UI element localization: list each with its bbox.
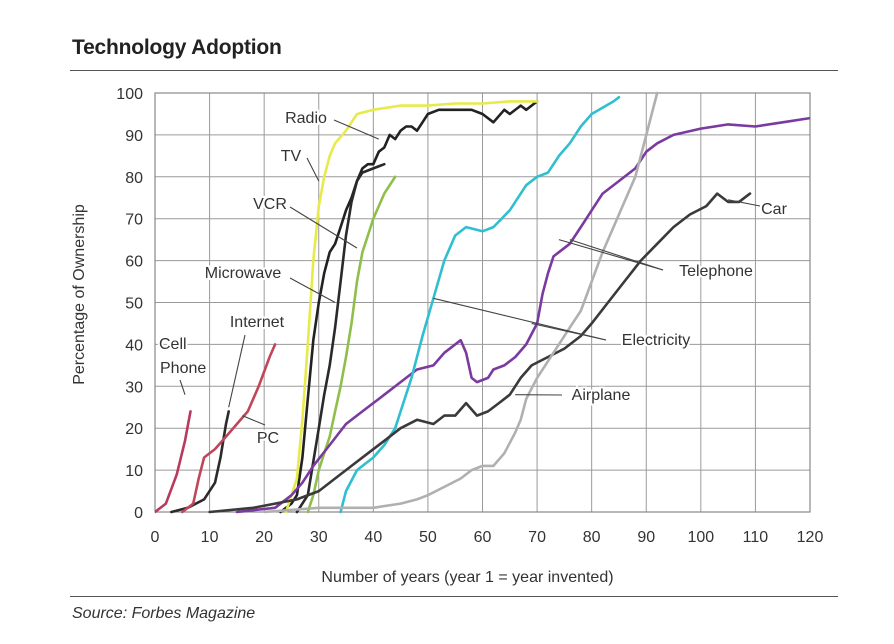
y-tick-label: 50 xyxy=(125,296,143,313)
series-lines xyxy=(155,91,810,514)
x-tick-label: 60 xyxy=(474,529,492,546)
y-tick-label: 80 xyxy=(125,170,143,187)
chart-title: Technology Adoption xyxy=(72,36,282,59)
y-tick-label: 30 xyxy=(125,379,143,396)
x-tick-label: 10 xyxy=(201,529,219,546)
source-rule xyxy=(70,596,838,597)
x-tick-label: 50 xyxy=(419,529,437,546)
leader-telephone-extra xyxy=(569,239,664,271)
leader-internet xyxy=(228,334,246,408)
y-tick-label: 10 xyxy=(125,463,143,480)
annotation-pc: PC xyxy=(257,430,279,447)
y-tick-label: 20 xyxy=(125,421,143,438)
annotations: Radio TV VCR Microwave Internet Cell Phone PC Ca… xyxy=(157,108,790,449)
series-line-car xyxy=(208,192,752,514)
x-tick-label: 90 xyxy=(637,529,655,546)
axis-ticks: 0 10 20 30 40 50 60 70 80 90 100 0 10 20 30 40 50 60 70 80 9… xyxy=(116,86,823,546)
grid xyxy=(154,92,811,513)
x-tick-label: 40 xyxy=(364,529,382,546)
series-line-tv xyxy=(284,100,539,514)
y-tick-label: 100 xyxy=(116,86,143,103)
x-tick-label: 120 xyxy=(797,529,824,546)
y-axis-label: Percentage of Ownership xyxy=(71,204,88,385)
x-tick-label: 20 xyxy=(255,529,273,546)
leader-pc xyxy=(242,415,266,426)
annotation-cell: Cell xyxy=(159,336,187,353)
annotation-electricity: Electricity xyxy=(622,332,690,349)
annotation-airplane: Airplane xyxy=(572,387,631,404)
leader-microwave xyxy=(289,277,336,303)
annotation-microwave: Microwave xyxy=(205,265,282,282)
plot-frame xyxy=(154,92,811,513)
leader-telephone xyxy=(558,239,664,271)
annotation-leaders xyxy=(179,119,761,426)
x-tick-label: 30 xyxy=(310,529,328,546)
y-tick-label: 70 xyxy=(125,212,143,229)
x-tick-label: 100 xyxy=(687,529,714,546)
annotation-car: Car xyxy=(761,201,787,218)
leader-electricity-car xyxy=(531,322,607,341)
annotation-vcr: VCR xyxy=(253,196,287,213)
leader-radio xyxy=(333,119,380,140)
y-tick-label: 0 xyxy=(134,505,143,522)
series-line-airplane xyxy=(262,91,659,514)
series-line-telephone xyxy=(235,116,810,514)
series-line-radio xyxy=(295,162,386,514)
y-tick-label: 60 xyxy=(125,254,143,271)
x-axis-label: Number of years (year 1 = year invented) xyxy=(321,569,613,586)
annotation-radio: Radio xyxy=(285,110,327,127)
annotation-internet: Internet xyxy=(230,314,285,331)
series-line-cell-phone xyxy=(155,410,192,514)
leader-tv xyxy=(306,157,320,182)
series-line-electricity xyxy=(339,95,621,514)
leader-car xyxy=(728,199,761,207)
x-tick-label: 80 xyxy=(583,529,601,546)
source-note: Source: Forbes Magazine xyxy=(72,605,256,622)
annotation-phone: Phone xyxy=(160,360,206,377)
x-tick-label: 0 xyxy=(151,529,160,546)
y-tick-label: 40 xyxy=(125,337,143,354)
series-line-vcr xyxy=(306,175,397,514)
leader-phone xyxy=(179,379,186,395)
annotation-tv: TV xyxy=(281,148,302,165)
title-rule xyxy=(70,70,838,71)
annotation-telephone: Telephone xyxy=(679,263,753,280)
y-tick-label: 90 xyxy=(125,128,143,145)
x-tick-label: 70 xyxy=(528,529,546,546)
x-tick-label: 110 xyxy=(743,529,769,546)
series-line-microwave xyxy=(279,100,539,514)
leader-vcr xyxy=(289,206,358,249)
series-line-pc xyxy=(181,343,277,514)
